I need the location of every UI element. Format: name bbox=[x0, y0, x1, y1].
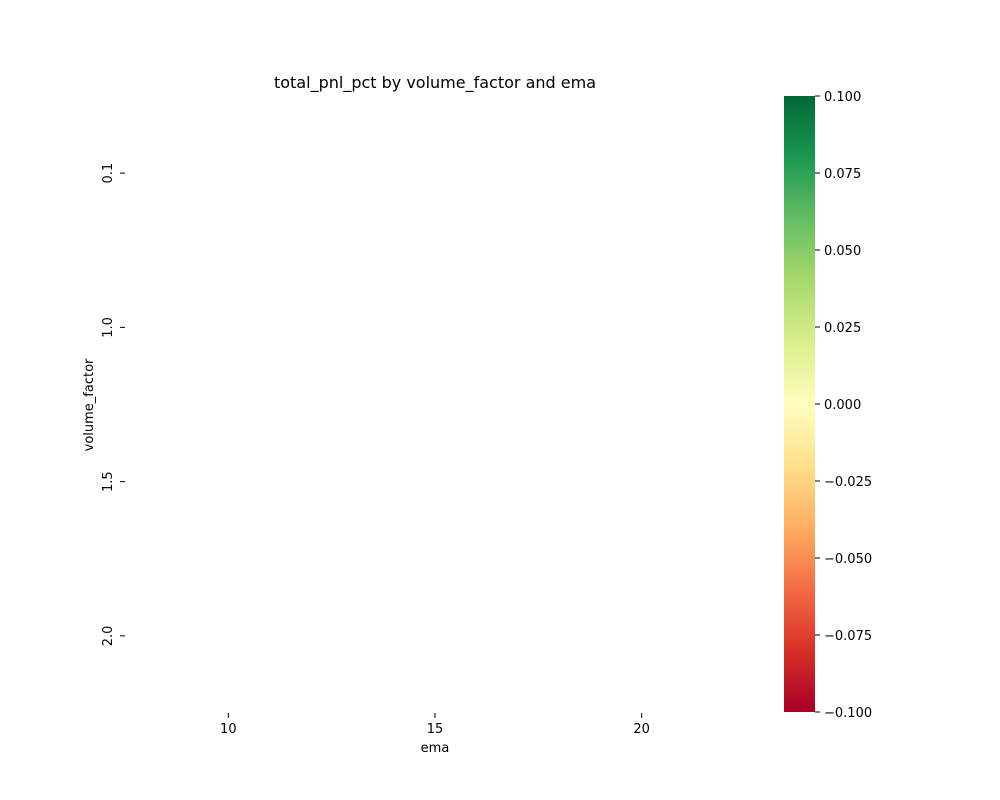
colorbar: 0.100 0.075 0.050 0.025 0.000 −0.025 −0.050 −0.… bbox=[784, 90, 872, 721]
colorbar-tick-label: 0.000 bbox=[824, 398, 861, 413]
y-tick-label: 0.1 bbox=[101, 163, 116, 184]
colorbar-tick-label: −0.075 bbox=[824, 629, 872, 644]
x-axis-label: ema bbox=[421, 741, 450, 756]
colorbar-ticks: 0.100 0.075 0.050 0.025 0.000 −0.025 −0.050 −0.… bbox=[815, 90, 872, 721]
colorbar-tick-label: −0.100 bbox=[824, 706, 872, 721]
y-tick-label: 1.5 bbox=[101, 471, 116, 492]
colorbar-tick-label: 0.050 bbox=[824, 244, 861, 259]
colorbar-tick-label: 0.025 bbox=[824, 321, 861, 336]
colorbar-gradient bbox=[784, 96, 815, 712]
y-tick-label: 1.0 bbox=[101, 317, 116, 338]
plot-background bbox=[125, 96, 745, 713]
x-axis-ticks: 10 15 20 bbox=[220, 713, 650, 737]
heatmap-plot-area bbox=[125, 96, 745, 713]
colorbar-tick-label: −0.025 bbox=[824, 475, 872, 490]
colorbar-tick-label: −0.050 bbox=[824, 552, 872, 567]
y-axis-ticks: 0.1 1.0 1.5 2.0 bbox=[101, 163, 125, 646]
y-axis-label: volume_factor bbox=[82, 358, 97, 451]
x-tick-label: 10 bbox=[220, 722, 237, 737]
x-tick-label: 20 bbox=[633, 722, 650, 737]
y-tick-label: 2.0 bbox=[101, 626, 116, 647]
chart-title: total_pnl_pct by volume_factor and ema bbox=[274, 73, 596, 93]
colorbar-tick-label: 0.100 bbox=[824, 90, 861, 105]
colorbar-tick-label: 0.075 bbox=[824, 167, 861, 182]
x-tick-label: 15 bbox=[427, 722, 444, 737]
